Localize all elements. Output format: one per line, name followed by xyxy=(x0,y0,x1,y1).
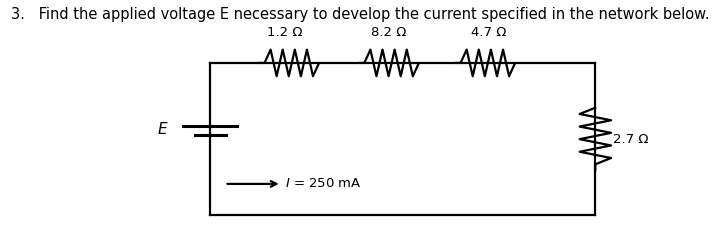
Text: 4.7 Ω: 4.7 Ω xyxy=(471,26,506,39)
Text: E: E xyxy=(158,122,168,137)
Text: $I$ = 250 mA: $I$ = 250 mA xyxy=(285,177,362,190)
Text: 2.7 Ω: 2.7 Ω xyxy=(613,133,649,146)
Text: 8.2 Ω: 8.2 Ω xyxy=(371,26,406,39)
Text: 3.   Find the applied voltage E necessary to develop the current specified in th: 3. Find the applied voltage E necessary … xyxy=(11,7,709,22)
Text: 1.2 Ω: 1.2 Ω xyxy=(267,26,303,39)
